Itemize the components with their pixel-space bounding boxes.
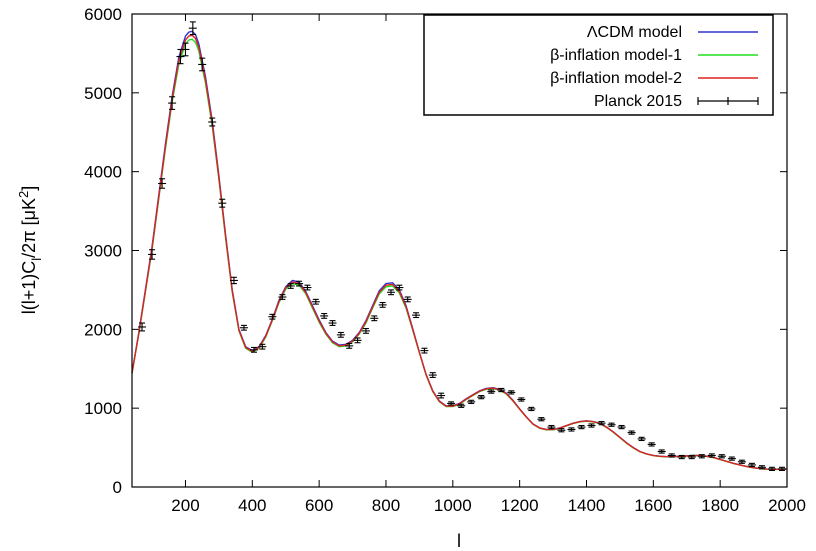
- data-point-planck: [303, 284, 312, 291]
- legend-label-planck: Planck 2015: [594, 93, 682, 110]
- data-point-planck: [168, 96, 177, 110]
- data-point-planck: [567, 427, 576, 432]
- data-point-planck: [370, 315, 379, 322]
- data-point-planck: [697, 454, 706, 459]
- data-point-planck: [353, 337, 362, 344]
- x-tick-label: 1400: [568, 496, 606, 515]
- data-point-planck: [527, 406, 536, 412]
- data-point-planck: [777, 466, 786, 471]
- data-point-planck: [138, 322, 147, 332]
- data-point-planck: [345, 342, 354, 349]
- data-point-planck: [336, 331, 345, 338]
- legend: ΛCDM model β-inflation model-1 β-inflati…: [423, 14, 774, 116]
- x-tick-label: 1200: [501, 496, 539, 515]
- series-line-beta2: [131, 34, 788, 471]
- y-axis-label: l(l+1)Cl/2π [μK2]: [16, 186, 44, 314]
- y-tick-label: 6000: [84, 5, 122, 24]
- data-point-planck: [311, 298, 320, 305]
- data-point-planck: [757, 465, 766, 470]
- data-point-planck: [767, 466, 776, 471]
- data-point-planck: [517, 397, 526, 402]
- legend-label-beta1: β-inflation model-1: [550, 47, 682, 64]
- x-tick-label: 200: [171, 496, 199, 515]
- data-point-planck: [667, 453, 676, 458]
- y-tick-label: 1000: [84, 399, 122, 418]
- data-point-planck: [403, 296, 412, 303]
- x-tick-label: 2000: [768, 496, 806, 515]
- data-point-planck: [258, 343, 267, 350]
- data-point-planck: [677, 454, 686, 460]
- data-point-planck: [547, 424, 556, 430]
- x-tick-label: 1000: [434, 496, 472, 515]
- data-point-planck: [457, 403, 466, 408]
- data-point-planck: [295, 280, 304, 287]
- y-tick-label: 4000: [84, 163, 122, 182]
- plot-area: [131, 21, 788, 471]
- data-point-planck: [627, 430, 636, 435]
- data-point-planck: [637, 436, 646, 442]
- x-tick-label: 400: [238, 496, 266, 515]
- legend-swatch-planck: [697, 97, 759, 105]
- data-point-planck: [587, 423, 596, 428]
- data-point-planck: [278, 294, 287, 300]
- y-tick-label: 2000: [84, 320, 122, 339]
- data-point-planck: [361, 327, 370, 334]
- x-axis-label: l: [457, 531, 461, 551]
- data-point-planck: [428, 372, 437, 378]
- data-point-planck: [707, 453, 716, 458]
- data-point-planck: [320, 313, 329, 319]
- data-point-planck: [148, 249, 157, 260]
- data-point-planck: [218, 198, 227, 208]
- x-tick-label: 1800: [701, 496, 739, 515]
- data-point-planck: [420, 347, 429, 354]
- x-tick-label: 600: [305, 496, 333, 515]
- data-point-planck: [557, 428, 566, 433]
- data-point-planck: [597, 421, 606, 426]
- tick-labels: 200 400 600 800 1000 1200 1400 1600 1800 2000 0 100…: [84, 5, 806, 515]
- data-point-planck: [229, 276, 238, 285]
- data-point-planck: [607, 422, 616, 427]
- data-point-planck: [328, 320, 337, 326]
- data-point-planck: [727, 456, 736, 461]
- data-point-planck: [208, 117, 217, 127]
- data-point-planck: [181, 42, 190, 57]
- legend-label-beta2: β-inflation model-2: [550, 70, 682, 87]
- data-point-planck: [188, 21, 197, 36]
- x-tick-label: 800: [372, 496, 400, 515]
- data-point-planck: [657, 449, 666, 454]
- y-tick-label: 5000: [84, 84, 122, 103]
- data-point-planck: [577, 424, 586, 430]
- data-point-planck: [477, 395, 486, 400]
- data-point-planck: [747, 462, 756, 468]
- data-point-planck: [647, 442, 656, 447]
- data-point-planck: [386, 289, 395, 296]
- data-point-planck: [487, 389, 496, 394]
- data-point-planck: [507, 390, 516, 395]
- data-point-planck: [497, 387, 506, 393]
- data-point-planck: [737, 459, 746, 464]
- data-point-planck: [687, 454, 696, 460]
- data-point-planck: [467, 399, 476, 404]
- data-point-planck: [378, 301, 387, 308]
- plot-frame: [131, 13, 788, 488]
- legend-label-lcdm: ΛCDM model: [587, 24, 682, 41]
- data-point-planck: [537, 417, 546, 422]
- data-point-planck: [158, 178, 167, 189]
- data-point-planck: [617, 424, 626, 430]
- data-point-planck: [268, 313, 277, 320]
- data-point-planck: [412, 312, 421, 319]
- data-point-planck: [447, 401, 456, 406]
- data-point-planck: [437, 392, 446, 399]
- x-tick-label: 1600: [634, 496, 672, 515]
- y-tick-label: 3000: [84, 242, 122, 261]
- data-point-planck: [286, 283, 295, 289]
- data-point-planck: [395, 284, 404, 291]
- data-point-planck: [239, 324, 248, 331]
- data-point-planck: [198, 57, 207, 72]
- y-tick-label: 0: [113, 478, 122, 497]
- data-point-planck: [249, 346, 258, 353]
- data-point-planck: [717, 454, 726, 459]
